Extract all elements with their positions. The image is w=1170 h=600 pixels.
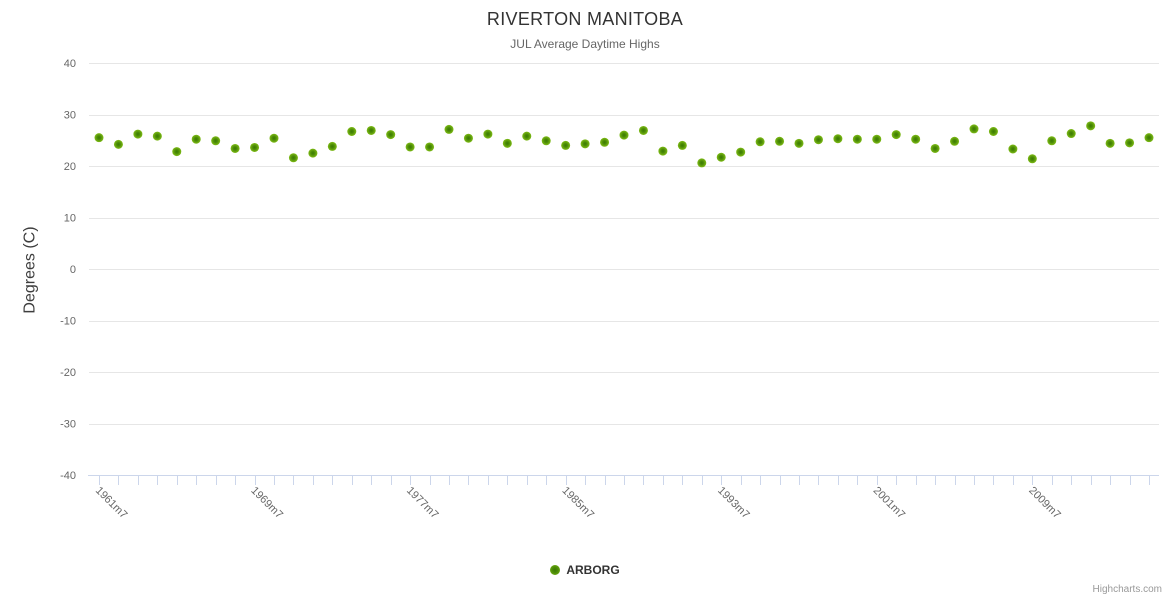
data-point[interactable] (1125, 138, 1135, 148)
y-axis-tick-label: -40 (60, 470, 76, 482)
x-axis-tick-label: 1961m7 (93, 485, 130, 522)
data-point[interactable] (541, 136, 551, 146)
data-point[interactable] (600, 137, 610, 147)
legend-label: ARBORG (566, 563, 620, 577)
x-axis-tick-label: 1985m7 (560, 485, 597, 522)
data-point[interactable] (347, 126, 357, 136)
data-point[interactable] (716, 152, 726, 162)
data-point[interactable] (366, 125, 376, 135)
data-point[interactable] (269, 133, 279, 143)
data-point[interactable] (250, 142, 260, 152)
data-point[interactable] (872, 134, 882, 144)
data-point[interactable] (522, 131, 532, 141)
data-point[interactable] (852, 134, 862, 144)
data-point[interactable] (172, 147, 182, 157)
x-axis-tick-label: 1977m7 (404, 485, 441, 522)
data-point[interactable] (1008, 144, 1018, 154)
data-point[interactable] (425, 142, 435, 152)
data-point[interactable] (1027, 154, 1037, 164)
data-point[interactable] (988, 126, 998, 136)
data-point[interactable] (736, 147, 746, 157)
data-point[interactable] (1105, 138, 1115, 148)
data-point[interactable] (950, 136, 960, 146)
data-point[interactable] (483, 129, 493, 139)
data-point[interactable] (813, 135, 823, 145)
data-point[interactable] (619, 130, 629, 140)
y-axis-tick-label: 0 (70, 264, 76, 276)
data-point[interactable] (386, 130, 396, 140)
data-point[interactable] (444, 124, 454, 134)
y-axis-tick-label: 20 (64, 161, 76, 173)
series-points-group (94, 121, 1154, 168)
y-axis-tick-label: 30 (64, 110, 76, 122)
data-point[interactable] (327, 141, 337, 151)
y-axis-tick-label: -10 (60, 316, 76, 328)
x-axis-group (88, 475, 1159, 485)
legend-item-arborg[interactable]: ARBORG (0, 563, 1170, 577)
data-point[interactable] (133, 129, 143, 139)
data-point[interactable] (1086, 121, 1096, 131)
data-point[interactable] (211, 136, 221, 146)
data-point[interactable] (463, 133, 473, 143)
x-axis-tick-label: 2009m7 (1026, 485, 1063, 522)
data-point[interactable] (230, 143, 240, 153)
data-point[interactable] (308, 148, 318, 158)
data-point[interactable] (113, 139, 123, 149)
data-point[interactable] (405, 142, 415, 152)
data-point[interactable] (288, 153, 298, 163)
chart-subtitle: JUL Average Daytime Highs (510, 37, 660, 51)
x-axis-tick-label: 1993m7 (715, 485, 752, 522)
data-point[interactable] (94, 133, 104, 143)
y-axis-tick-label: 10 (64, 213, 76, 225)
data-point[interactable] (1144, 133, 1154, 143)
data-point[interactable] (580, 139, 590, 149)
data-point[interactable] (833, 134, 843, 144)
data-point[interactable] (152, 131, 162, 141)
x-axis-labels-group: 1961m7 1969m7 1977m7 1985m7 1993m7 2001m7 2009… (93, 485, 1063, 522)
data-point[interactable] (502, 138, 512, 148)
y-axis-tick-label: -20 (60, 367, 76, 379)
data-point[interactable] (891, 130, 901, 140)
data-point[interactable] (775, 136, 785, 146)
data-point[interactable] (658, 146, 668, 156)
data-point[interactable] (794, 138, 804, 148)
chart-title: RIVERTON MANITOBA (486, 9, 684, 29)
data-point[interactable] (930, 143, 940, 153)
data-point[interactable] (911, 134, 921, 144)
data-point[interactable] (677, 140, 687, 150)
highcharts-credit[interactable]: Highcharts.com (1092, 584, 1162, 595)
y-axis-labels-group: 40 30 20 10 0 -10 -20 -30 -40 (60, 58, 76, 482)
data-point[interactable] (697, 158, 707, 168)
data-point[interactable] (561, 140, 571, 150)
y-axis-tick-label: 40 (64, 58, 76, 70)
data-point[interactable] (755, 137, 765, 147)
x-axis-tick-label: 2001m7 (871, 485, 908, 522)
data-point[interactable] (1066, 129, 1076, 139)
gridlines-group (89, 63, 1159, 476)
data-point[interactable] (1047, 136, 1057, 146)
x-axis-tick-label: 1969m7 (248, 485, 285, 522)
legend-marker-icon (550, 565, 561, 575)
y-axis-tick-label: -30 (60, 419, 76, 431)
data-point[interactable] (638, 125, 648, 135)
data-point[interactable] (191, 134, 201, 144)
data-point[interactable] (969, 124, 979, 134)
